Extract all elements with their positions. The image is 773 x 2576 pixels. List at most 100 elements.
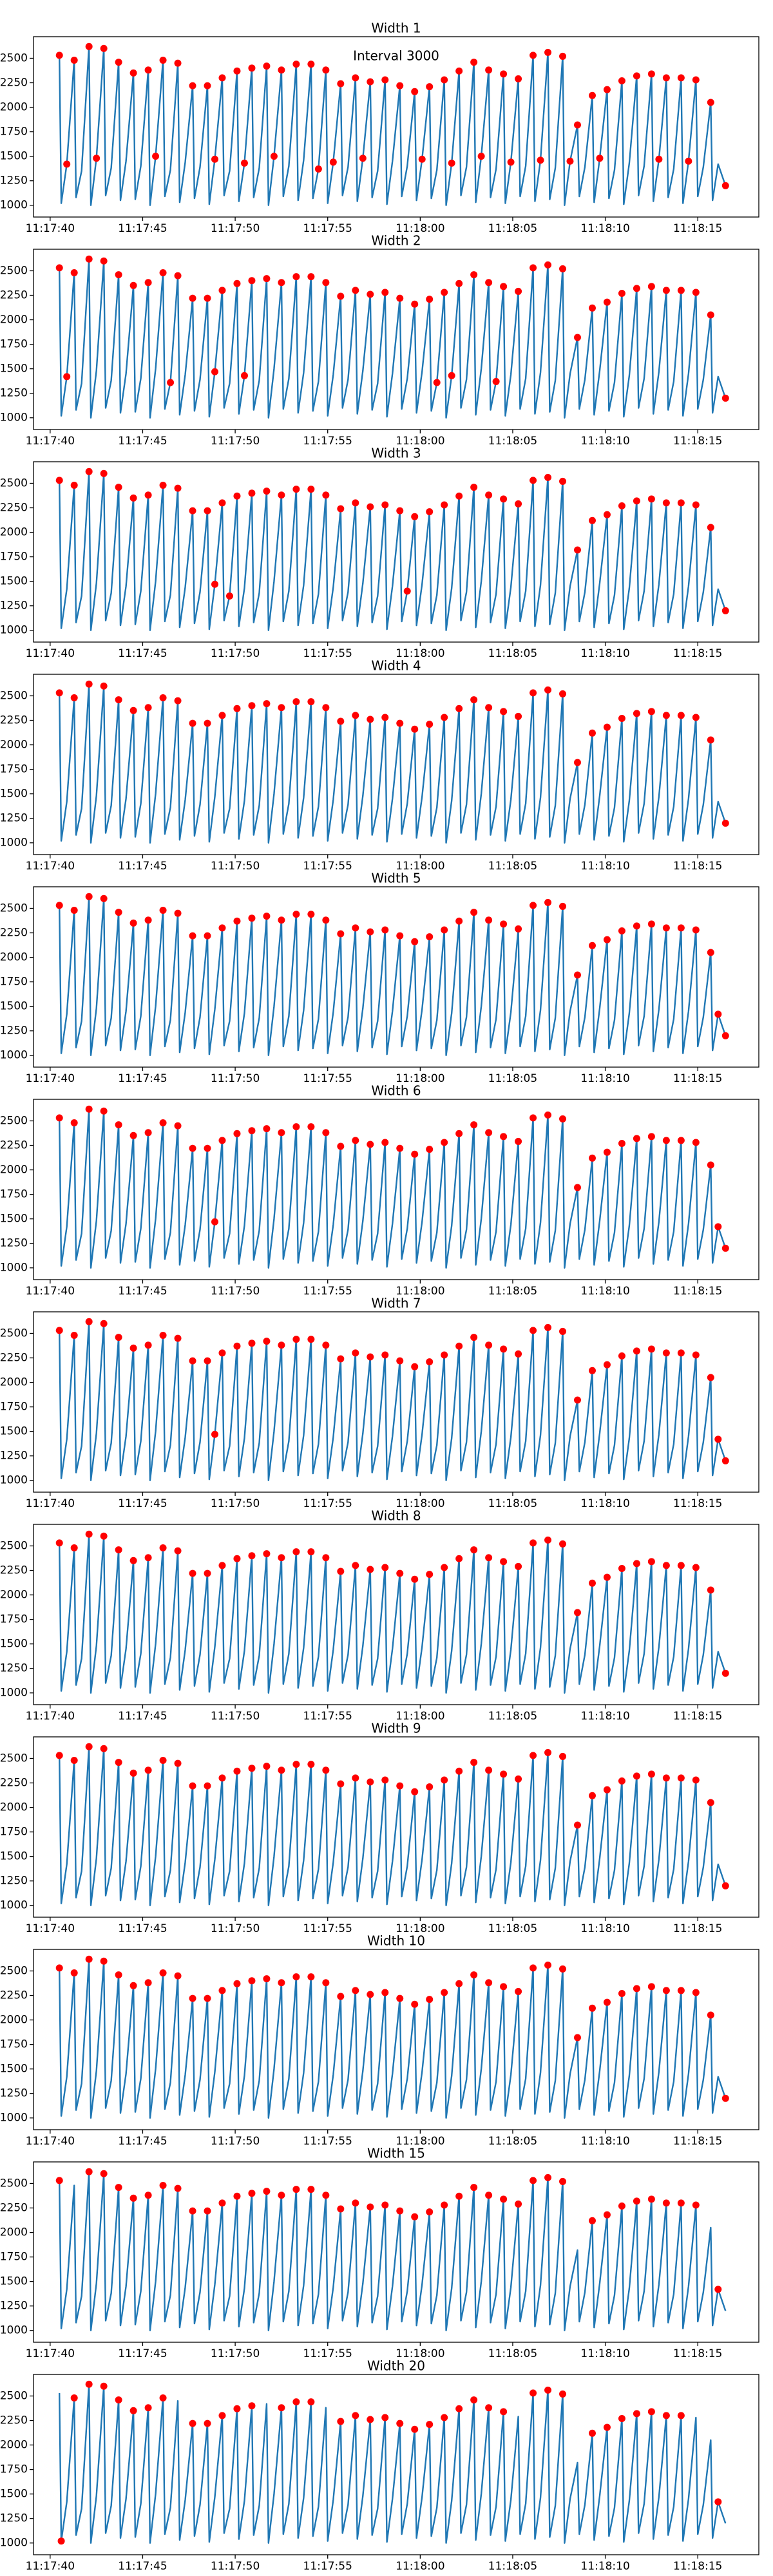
peak-marker xyxy=(129,706,137,714)
peak-marker xyxy=(189,507,196,515)
peak-marker xyxy=(174,1547,182,1555)
peak-marker xyxy=(714,1010,722,1018)
peak-marker xyxy=(515,1987,522,1995)
peak-marker xyxy=(352,74,359,82)
peak-marker xyxy=(692,926,700,934)
x-tick-label: 11:18:05 xyxy=(488,1285,537,1298)
peak-marker xyxy=(100,469,108,477)
peak-marker xyxy=(248,2402,256,2410)
peak-marker xyxy=(603,2211,611,2219)
y-tick-label: 2250 xyxy=(0,1352,28,1365)
peak-marker xyxy=(692,714,700,721)
peak-marker xyxy=(418,155,426,163)
peak-marker xyxy=(367,928,374,936)
peak-marker xyxy=(263,488,271,495)
peak-marker xyxy=(455,2405,463,2412)
peak-marker xyxy=(433,379,441,386)
peak-marker xyxy=(588,91,596,99)
y-tick-label: 1250 xyxy=(0,812,28,825)
peak-marker xyxy=(218,74,226,82)
peak-marker xyxy=(662,1562,670,1569)
peak-marker xyxy=(426,2421,434,2429)
subplot: Width 20 1000 1250 1500 1750 2000 2250 2500 11:1… xyxy=(0,2358,759,2573)
x-tick-label: 11:17:45 xyxy=(118,222,167,235)
peak-marker xyxy=(233,1130,241,1137)
peak-marker xyxy=(603,2423,611,2431)
peak-marker xyxy=(159,1119,167,1127)
peak-marker xyxy=(352,1562,359,1569)
peak-marker xyxy=(292,273,300,281)
peak-marker xyxy=(426,508,434,516)
peak-marker xyxy=(647,283,655,290)
peak-marker xyxy=(618,1139,625,1147)
subplot-title: Width 20 xyxy=(367,2358,425,2374)
peak-marker xyxy=(426,2208,434,2216)
peak-marker xyxy=(204,1357,211,1365)
peak-marker xyxy=(159,269,167,277)
peak-marker xyxy=(115,59,122,66)
peak-marker xyxy=(381,2201,389,2209)
peak-marker xyxy=(211,580,218,588)
y-tick-label: 1500 xyxy=(0,1000,28,1013)
peak-marker xyxy=(500,2408,508,2416)
peak-marker xyxy=(233,1767,241,1775)
peak-marker xyxy=(337,505,345,513)
peak-marker xyxy=(574,546,581,554)
peak-marker xyxy=(70,907,78,914)
peak-marker xyxy=(337,80,345,88)
peak-marker xyxy=(485,2192,493,2199)
peak-marker xyxy=(633,285,640,292)
peak-marker xyxy=(322,1766,330,1774)
peak-marker xyxy=(707,2011,714,2019)
peak-marker xyxy=(57,2537,65,2545)
x-tick-label: 11:17:45 xyxy=(118,860,167,873)
peak-marker xyxy=(485,1129,493,1137)
peak-marker xyxy=(396,1994,404,2002)
peak-marker xyxy=(248,702,256,710)
peak-marker xyxy=(618,77,625,84)
peak-marker xyxy=(204,932,211,940)
peak-marker xyxy=(189,82,196,90)
peak-marker xyxy=(677,287,685,294)
peak-marker xyxy=(292,1123,300,1131)
peak-marker xyxy=(441,289,448,296)
peak-marker xyxy=(292,1973,300,1981)
peak-marker xyxy=(603,298,611,306)
peak-marker xyxy=(174,484,182,492)
peak-marker xyxy=(500,708,508,715)
peak-marker xyxy=(618,502,625,509)
peak-marker xyxy=(248,1127,256,1135)
peak-marker xyxy=(115,1334,122,1341)
peak-marker xyxy=(263,913,271,920)
y-tick-label: 1000 xyxy=(0,624,28,637)
peak-marker xyxy=(55,1539,63,1547)
peak-marker xyxy=(100,2170,108,2177)
peak-marker xyxy=(129,2194,137,2202)
peak-marker xyxy=(485,1554,493,1562)
peak-marker xyxy=(530,2389,537,2397)
peak-marker xyxy=(662,74,670,82)
peak-marker xyxy=(426,721,434,728)
peak-marker xyxy=(588,304,596,312)
peak-marker xyxy=(455,1342,463,1350)
x-tick-label: 11:17:55 xyxy=(303,1072,352,1085)
peak-marker xyxy=(455,917,463,925)
peak-marker xyxy=(618,1777,625,1785)
peak-marker xyxy=(411,2000,419,2008)
peak-marker xyxy=(337,717,345,725)
y-tick-label: 2500 xyxy=(0,1752,28,1765)
peak-marker xyxy=(655,155,663,163)
peak-marker xyxy=(159,2394,167,2402)
peak-marker xyxy=(721,182,729,189)
peak-marker xyxy=(574,1184,581,1191)
y-tick-label: 1750 xyxy=(0,2463,28,2476)
subplot: Width 8 1000 1250 1500 1750 2000 2250 2500 11:17… xyxy=(0,1508,759,1723)
x-tick-label: 11:17:40 xyxy=(26,2135,75,2148)
peak-marker xyxy=(129,1344,137,1352)
peak-marker xyxy=(337,930,345,938)
peak-marker xyxy=(159,2182,167,2190)
peak-marker xyxy=(218,2412,226,2420)
peak-marker xyxy=(692,501,700,509)
peak-marker xyxy=(292,1761,300,1768)
